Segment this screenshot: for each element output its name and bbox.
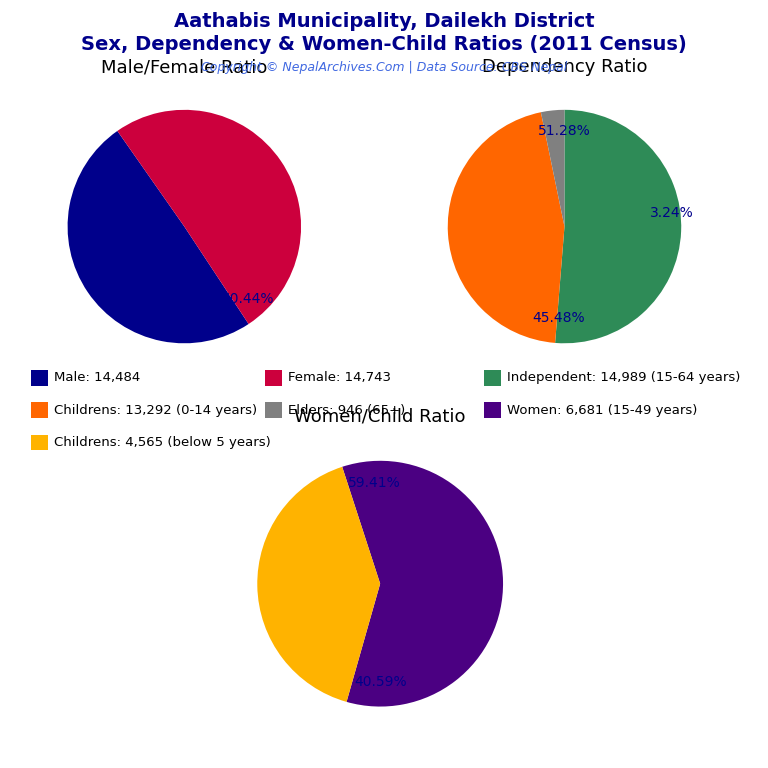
Text: Male: 14,484: Male: 14,484 bbox=[54, 372, 140, 384]
Text: 3.24%: 3.24% bbox=[650, 206, 694, 220]
Text: Childrens: 13,292 (0-14 years): Childrens: 13,292 (0-14 years) bbox=[54, 404, 257, 416]
Text: Elders: 946 (65+): Elders: 946 (65+) bbox=[288, 404, 406, 416]
Text: Childrens: 4,565 (below 5 years): Childrens: 4,565 (below 5 years) bbox=[54, 436, 270, 449]
Text: Female: 14,743: Female: 14,743 bbox=[288, 372, 391, 384]
Text: 59.41%: 59.41% bbox=[348, 476, 400, 490]
Wedge shape bbox=[257, 467, 380, 702]
Text: Aathabis Municipality, Dailekh District: Aathabis Municipality, Dailekh District bbox=[174, 12, 594, 31]
Wedge shape bbox=[343, 461, 503, 707]
Title: Dependency Ratio: Dependency Ratio bbox=[482, 58, 647, 76]
Wedge shape bbox=[68, 131, 249, 343]
Text: 40.59%: 40.59% bbox=[354, 675, 406, 689]
Text: 51.28%: 51.28% bbox=[538, 124, 591, 137]
Text: 49.56%: 49.56% bbox=[74, 179, 127, 193]
Text: Copyright © NepalArchives.Com | Data Source: CBS Nepal: Copyright © NepalArchives.Com | Data Sou… bbox=[201, 61, 567, 74]
Title: Women/Child Ratio: Women/Child Ratio bbox=[294, 408, 466, 425]
Title: Male/Female Ratio: Male/Female Ratio bbox=[101, 58, 267, 76]
Text: 45.48%: 45.48% bbox=[532, 310, 585, 325]
Wedge shape bbox=[118, 110, 301, 324]
Text: Sex, Dependency & Women-Child Ratios (2011 Census): Sex, Dependency & Women-Child Ratios (20… bbox=[81, 35, 687, 54]
Wedge shape bbox=[555, 110, 681, 343]
Text: 50.44%: 50.44% bbox=[222, 292, 275, 306]
Wedge shape bbox=[448, 112, 564, 343]
Wedge shape bbox=[541, 110, 564, 227]
Text: Independent: 14,989 (15-64 years): Independent: 14,989 (15-64 years) bbox=[507, 372, 740, 384]
Text: Women: 6,681 (15-49 years): Women: 6,681 (15-49 years) bbox=[507, 404, 697, 416]
